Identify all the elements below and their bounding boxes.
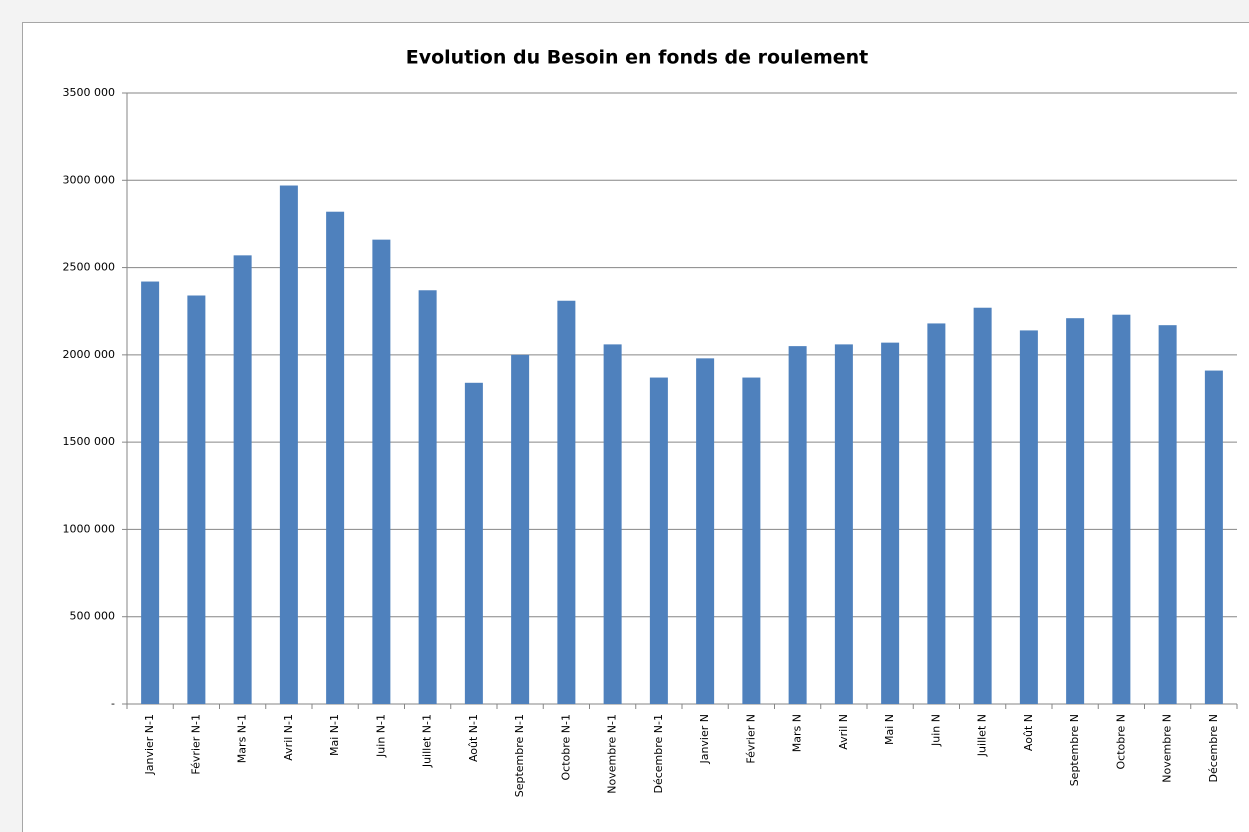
bar xyxy=(511,354,530,704)
bar xyxy=(1019,330,1038,704)
bar xyxy=(603,344,622,704)
bar xyxy=(464,382,483,704)
x-tick-label: Novembre N xyxy=(1161,714,1174,783)
x-tick-label: Février N-1 xyxy=(189,714,202,775)
chart-title: Evolution du Besoin en fonds de roulemen… xyxy=(406,47,869,69)
x-tick-label: Novembre N-1 xyxy=(606,714,619,794)
bar xyxy=(696,358,715,704)
x-tick-label: Avril N xyxy=(837,714,850,750)
x-tick-label: Septembre N-1 xyxy=(513,714,526,797)
y-tick-label: 3000 000 xyxy=(63,173,116,186)
x-tick-label: Mai N-1 xyxy=(328,714,341,756)
x-tick-label: Décembre N-1 xyxy=(652,714,665,794)
y-tick-label: 1000 000 xyxy=(63,522,116,535)
bar xyxy=(1158,325,1177,704)
y-tick-label: 1500 000 xyxy=(63,435,116,448)
bar xyxy=(279,185,298,705)
bar xyxy=(326,211,345,705)
bar xyxy=(927,323,946,704)
x-tick-label: Juin N xyxy=(929,714,942,747)
y-tick-label: 500 000 xyxy=(70,610,116,623)
x-tick-label: Février N xyxy=(744,714,757,764)
bar xyxy=(557,300,576,704)
bar xyxy=(881,342,900,704)
bar xyxy=(788,346,807,704)
x-tick-label: Janvier N-1 xyxy=(143,714,156,776)
x-tick-label: Décembre N xyxy=(1207,714,1220,783)
bar xyxy=(1112,314,1131,704)
x-tick-label: Juillet N-1 xyxy=(421,714,434,768)
x-tick-label: Septembre N xyxy=(1068,714,1081,786)
bar xyxy=(187,295,206,704)
x-tick-label: Mai N xyxy=(883,714,896,745)
x-tick-label: Juin N-1 xyxy=(374,714,387,758)
bar xyxy=(1204,370,1223,704)
bar xyxy=(973,307,992,704)
chart-area xyxy=(22,22,1249,832)
x-tick-label: Avril N-1 xyxy=(282,714,295,761)
x-tick-label: Octobre N-1 xyxy=(559,714,572,780)
bar xyxy=(649,377,668,704)
bar xyxy=(834,344,853,704)
x-tick-label: Janvier N xyxy=(698,714,711,765)
bar xyxy=(372,239,391,704)
x-tick-label: Juillet N xyxy=(976,714,989,757)
y-tick-label: 2000 000 xyxy=(63,348,116,361)
bar xyxy=(1066,318,1085,704)
y-tick-label: 2500 000 xyxy=(63,261,116,274)
x-tick-label: Mars N xyxy=(791,714,804,752)
x-tick-label: Octobre N xyxy=(1114,714,1127,770)
bar xyxy=(742,377,761,704)
y-tick-label: - xyxy=(111,697,115,710)
x-tick-label: Mars N-1 xyxy=(236,714,249,763)
x-tick-label: Août N xyxy=(1022,714,1035,751)
x-tick-label: Août N-1 xyxy=(467,714,480,762)
bar xyxy=(233,255,252,704)
bar xyxy=(141,281,160,704)
y-tick-label: 3500 000 xyxy=(63,86,116,99)
bar xyxy=(418,290,437,704)
